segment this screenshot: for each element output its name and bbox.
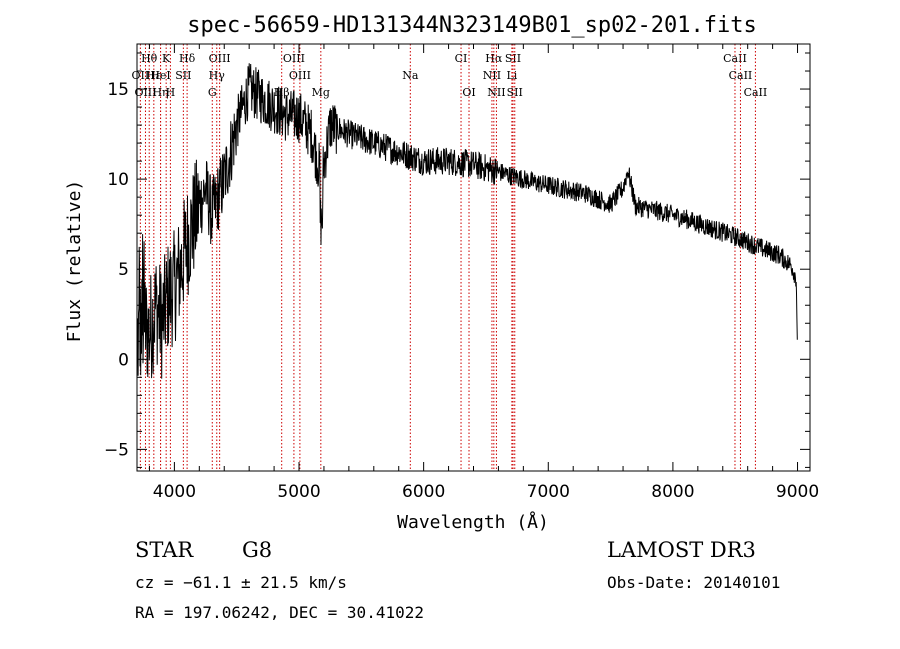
line-marker-label: Mg bbox=[312, 86, 330, 99]
y-axis-label: Flux (relative) bbox=[64, 180, 85, 343]
line-marker-label: Li bbox=[506, 69, 517, 82]
line-marker-label: CaII bbox=[744, 86, 768, 99]
line-marker-label: SII bbox=[507, 86, 523, 99]
line-marker-label: SII bbox=[505, 52, 521, 65]
line-marker-label: K bbox=[162, 52, 171, 65]
spectral-subclass: G8 bbox=[242, 538, 273, 562]
spectrum-line bbox=[136, 63, 798, 379]
line-marker-label: SII bbox=[175, 69, 191, 82]
y-tick-label: −5 bbox=[104, 440, 129, 460]
line-marker-label: CaII bbox=[723, 52, 747, 65]
line-marker-label: OI bbox=[462, 86, 475, 99]
line-marker-label: Na bbox=[402, 69, 419, 82]
x-tick-label: 9000 bbox=[776, 482, 819, 502]
line-marker-label: Hγ bbox=[209, 69, 226, 82]
coordinates: RA = 197.06242, DEC = 30.41022 bbox=[135, 603, 424, 622]
y-tick-label: 15 bbox=[107, 80, 129, 100]
x-tick-label: 8000 bbox=[651, 482, 694, 502]
line-marker-label: G bbox=[208, 86, 217, 99]
x-tick-label: 6000 bbox=[402, 482, 445, 502]
x-tick-label: 4000 bbox=[153, 482, 196, 502]
line-marker-label: NII bbox=[487, 86, 505, 99]
x-axis-label: Wavelength (Å) bbox=[397, 511, 549, 533]
line-marker-label: OII bbox=[132, 69, 150, 82]
survey-name: LAMOST DR3 bbox=[607, 538, 756, 562]
line-marker-label: Hε bbox=[146, 69, 162, 82]
line-marker-label: CaII bbox=[729, 69, 753, 82]
observation-date: Obs-Date: 20140101 bbox=[607, 573, 781, 592]
chart-title: spec-56659-HD131344N323149B01_sp02-201.f… bbox=[187, 13, 757, 38]
line-marker-label: OIII bbox=[289, 69, 311, 82]
object-class: STAR bbox=[135, 538, 194, 562]
x-tick-label: 5000 bbox=[277, 482, 320, 502]
line-marker-label: OIII bbox=[283, 52, 305, 65]
y-tick-label: 5 bbox=[118, 260, 129, 280]
line-marker-label: Hα bbox=[485, 52, 503, 65]
line-marker-label: Hθ bbox=[141, 52, 158, 65]
line-marker-label: Hδ bbox=[179, 52, 196, 65]
line-marker-label: Hη bbox=[152, 86, 168, 99]
y-tick-label: 10 bbox=[107, 170, 129, 190]
axis-ticks: 4000 5000 6000 7000 8000 9000 −5 0 5 10 15 bbox=[104, 44, 819, 502]
line-marker-label: OIII bbox=[209, 52, 231, 65]
line-marker-label: CI bbox=[455, 52, 468, 65]
line-marker-label: NII bbox=[483, 69, 501, 82]
y-tick-label: 0 bbox=[118, 350, 129, 370]
redshift-cz: cz = −61.1 ± 21.5 km/s bbox=[135, 573, 347, 592]
line-marker-label: H bbox=[166, 86, 176, 99]
x-tick-label: 7000 bbox=[527, 482, 570, 502]
